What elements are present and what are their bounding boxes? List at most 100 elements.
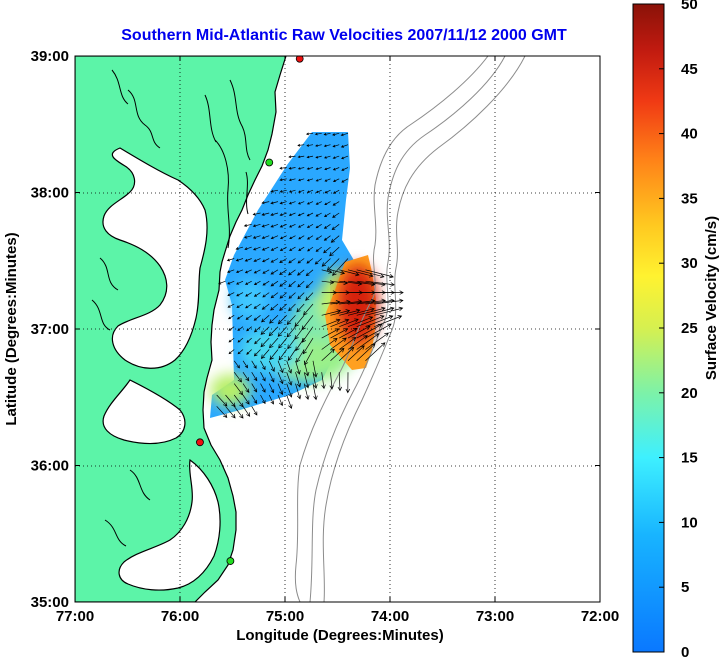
velocity-arrow [296, 303, 305, 313]
velocity-arrow [341, 167, 349, 171]
velocity-arrow [236, 292, 244, 297]
velocity-arrow [279, 303, 287, 311]
velocity-arrow [306, 212, 314, 217]
velocity-arrow [244, 258, 252, 262]
y-axis-ticks: 35:00 36:00 37:00 38:00 39:00 [31, 48, 600, 611]
colorbar-label: Surface Velocity (cm/s) [703, 216, 720, 380]
velocity-arrow [287, 349, 296, 362]
velocity-arrow [242, 406, 251, 417]
velocity-arrow [297, 223, 305, 228]
velocity-arrow [323, 246, 331, 254]
velocity-arrow [227, 269, 235, 273]
velocity-arrow [356, 269, 385, 279]
velocity-arrow [262, 269, 270, 274]
velocity-arrow [262, 258, 270, 263]
velocity-arrow [321, 269, 333, 274]
velocity-arrow [374, 306, 404, 316]
velocity-arrow [279, 178, 287, 182]
velocity-arrow [233, 383, 244, 396]
station-marker-red [295, 56, 304, 63]
velocity-arrow [244, 280, 252, 285]
velocity-arrow [277, 360, 284, 374]
velocity-arrow [243, 223, 252, 228]
velocity-arrow [260, 337, 270, 348]
velocity-arrow [297, 201, 305, 205]
velocity-arrow [315, 144, 322, 147]
velocity-arrow [323, 212, 331, 217]
velocity-arrow [253, 349, 261, 357]
velocity-arrow [347, 316, 374, 328]
velocity-arrow [277, 372, 284, 385]
velocity-arrow [225, 406, 236, 419]
velocity-arrow [288, 155, 296, 159]
velocity-arrow [288, 212, 296, 217]
velocity-arrow [216, 394, 228, 407]
velocity-arrow [270, 303, 279, 311]
velocity-arrow [341, 155, 349, 160]
velocity-arrow [279, 235, 287, 240]
velocity-arrow [244, 235, 252, 239]
velocity-arrow [288, 258, 296, 264]
velocity-arrow [227, 280, 235, 285]
velocity-arrow [324, 189, 331, 194]
velocity-arrow [262, 280, 270, 286]
velocity-arrow [332, 167, 340, 171]
velocity-arrow [252, 212, 261, 216]
velocity-arrow [268, 372, 275, 383]
velocity-arrow [374, 290, 404, 295]
velocity-arrow [295, 383, 302, 400]
velocity-arrow [288, 189, 296, 193]
velocity-arrow [269, 337, 279, 349]
velocity-arrow [312, 372, 318, 389]
velocity-arrow [341, 178, 349, 183]
velocity-arrow [305, 280, 314, 289]
velocity-arrow [288, 292, 296, 299]
colorbar-tick-label: 40 [681, 126, 698, 143]
velocity-arrow [252, 223, 261, 228]
velocity-arrow [286, 360, 293, 374]
velocity-arrow [227, 303, 235, 308]
velocity-arrow [374, 298, 404, 305]
colorbar-tick-label: 20 [681, 385, 698, 402]
velocity-arrow [268, 360, 275, 372]
velocity-arrow [288, 166, 296, 170]
velocity-arrow [297, 189, 305, 193]
velocity-arrow [321, 309, 342, 316]
velocity-arrow [294, 315, 305, 327]
velocity-arrow [236, 303, 244, 308]
velocity-arrow [330, 328, 349, 339]
velocity-arrow [315, 155, 322, 159]
velocity-arrow [245, 303, 252, 309]
velocity-arrow [228, 349, 235, 355]
velocity-arrow [297, 280, 305, 288]
x-tick-label: 75:00 [266, 608, 304, 625]
hf-radar-stations [196, 56, 304, 565]
velocity-arrow [306, 178, 314, 182]
velocity-arrow [324, 167, 331, 171]
velocity-arrow [262, 292, 270, 298]
velocity-arrow [244, 246, 252, 251]
velocity-arrow [260, 394, 266, 405]
velocity-arrow [312, 383, 318, 401]
velocity-arrow [288, 201, 296, 205]
velocity-arrow [254, 337, 261, 345]
velocity-arrow [365, 280, 395, 287]
velocity-arrow [237, 349, 244, 355]
velocity-peak [338, 265, 378, 345]
velocity-arrow [260, 326, 270, 335]
velocity-arrow [270, 223, 279, 228]
velocity-arrow [279, 292, 287, 299]
colorbar-gradient [632, 3, 665, 653]
velocity-arrow [297, 292, 305, 300]
velocity-arrow [268, 326, 279, 337]
velocity-arrow [261, 246, 270, 251]
velocity-arrow [235, 258, 244, 262]
velocity-arrow [246, 337, 252, 343]
velocity-arrow [289, 223, 296, 228]
velocity-arrow [332, 155, 340, 159]
velocity-arrow [356, 306, 386, 316]
velocity-arrow [245, 292, 252, 297]
velocity-arrow [332, 144, 340, 148]
velocity-arrow [306, 235, 314, 240]
velocity-arrow [236, 280, 244, 285]
